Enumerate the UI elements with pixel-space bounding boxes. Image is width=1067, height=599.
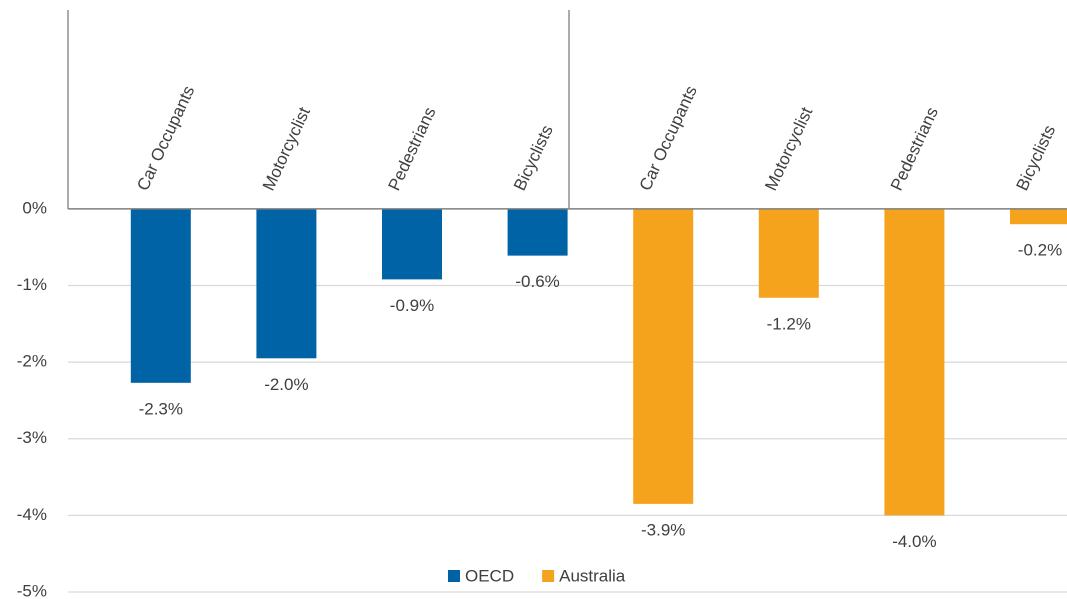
bar	[884, 208, 945, 516]
x-tick-label: Pedestrians	[384, 104, 439, 193]
bar	[1010, 208, 1067, 225]
x-tick-label: Car Occupants	[133, 83, 198, 194]
data-label: -3.9%	[641, 520, 685, 539]
y-tick-label: -4%	[17, 505, 47, 524]
x-tick-label: Bicyclists	[510, 122, 557, 193]
legend-swatch	[448, 570, 460, 582]
x-tick-label: Motorcyclist	[259, 104, 314, 194]
x-tick-label: Pedestrians	[887, 104, 942, 193]
bar	[130, 208, 191, 383]
data-label: -0.6%	[515, 272, 559, 291]
y-tick-label: -1%	[17, 275, 47, 294]
data-label: -4.0%	[892, 532, 936, 551]
x-tick-label: Bicyclists	[1012, 122, 1059, 193]
legend-label: OECD	[465, 566, 514, 585]
y-tick-label: -3%	[17, 428, 47, 447]
y-tick-label: -2%	[17, 352, 47, 371]
data-label: -0.9%	[390, 296, 434, 315]
y-tick-label: -5%	[17, 581, 47, 599]
legend-swatch	[542, 570, 555, 582]
data-label: -0.2%	[1018, 241, 1062, 260]
bar	[758, 208, 819, 298]
bar	[382, 208, 442, 280]
legend-label: Australia	[559, 566, 626, 585]
bar	[507, 208, 568, 256]
x-tick-label: Motorcyclist	[761, 104, 816, 194]
data-label: -2.0%	[264, 375, 308, 394]
bar	[633, 208, 694, 504]
bar	[256, 208, 317, 359]
y-tick-label: 0%	[22, 198, 47, 217]
data-label: -1.2%	[767, 314, 811, 333]
data-label: -2.3%	[139, 399, 183, 418]
x-tick-label: Car Occupants	[636, 83, 701, 194]
